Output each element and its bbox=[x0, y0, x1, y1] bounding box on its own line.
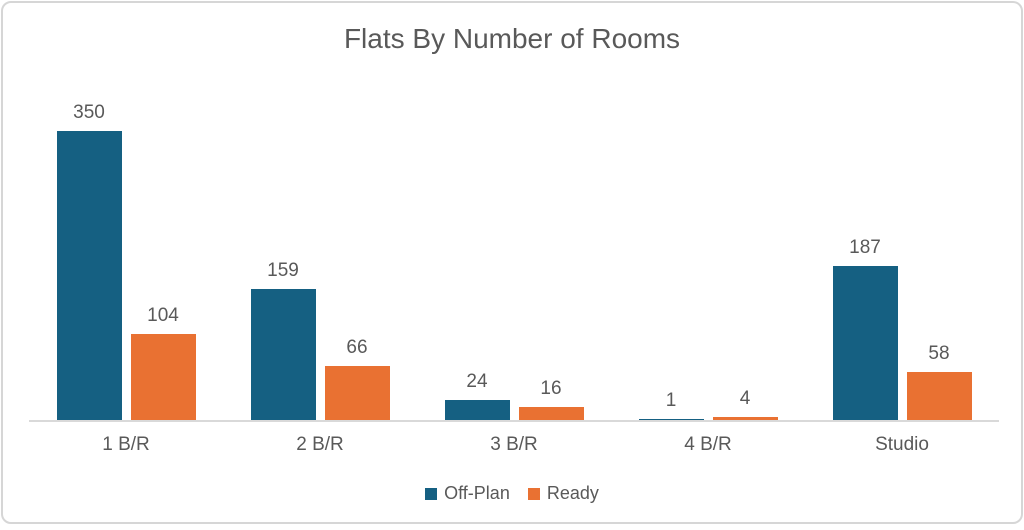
data-label: 24 bbox=[466, 371, 488, 393]
bar-ready bbox=[518, 407, 584, 420]
category-axis: 1 B/R 2 B/R 3 B/R 4 B/R Studio bbox=[29, 434, 999, 456]
data-label: 16 bbox=[540, 378, 562, 400]
bar-cell: 104 bbox=[130, 305, 196, 420]
bar-cell: 1 bbox=[638, 390, 704, 420]
x-axis-line bbox=[29, 420, 999, 422]
bar-group: 159 66 bbox=[223, 71, 417, 420]
bar-group: 187 58 bbox=[805, 71, 999, 420]
bar-off-plan bbox=[56, 131, 122, 420]
bar-ready bbox=[712, 417, 778, 420]
chart-title: Flats By Number of Rooms bbox=[343, 23, 681, 54]
category-label-2br: 2 B/R bbox=[296, 434, 344, 455]
bar-ready bbox=[130, 334, 196, 420]
bar-ready bbox=[324, 366, 390, 420]
bar-ready bbox=[906, 372, 972, 420]
bar-group: 24 16 bbox=[417, 71, 611, 420]
bar-cell: 159 bbox=[250, 260, 316, 420]
bar-cell: 4 bbox=[712, 388, 778, 420]
bar-cell: 16 bbox=[518, 378, 584, 420]
bar-off-plan bbox=[638, 419, 704, 420]
data-label: 187 bbox=[849, 237, 881, 259]
data-label: 1 bbox=[665, 390, 677, 412]
bar-group: 350 104 bbox=[29, 71, 223, 420]
legend-item-ready: Ready bbox=[527, 483, 599, 504]
legend-swatch-off-plan bbox=[425, 487, 438, 500]
bar-off-plan bbox=[250, 289, 316, 420]
category-label-4br: 4 B/R bbox=[684, 434, 732, 455]
legend-label-ready: Ready bbox=[546, 483, 599, 503]
plot-area: 350 104 159 66 24 16 1 4 187 58 bbox=[29, 71, 999, 420]
category-label-studio: Studio bbox=[875, 434, 929, 455]
legend-swatch-ready bbox=[527, 487, 540, 500]
data-label: 104 bbox=[147, 305, 179, 327]
data-label: 350 bbox=[73, 102, 105, 124]
legend: Off-Plan Ready bbox=[3, 483, 1021, 504]
legend-label-off-plan: Off-Plan bbox=[444, 483, 510, 503]
bar-cell: 24 bbox=[444, 371, 510, 420]
category-label-1br: 1 B/R bbox=[102, 434, 150, 455]
data-label: 159 bbox=[267, 260, 299, 282]
bar-off-plan bbox=[444, 400, 510, 420]
data-label: 4 bbox=[739, 388, 751, 410]
data-label: 58 bbox=[928, 343, 950, 365]
legend-item-off-plan: Off-Plan bbox=[425, 483, 510, 504]
bar-cell: 58 bbox=[906, 343, 972, 420]
bar-off-plan bbox=[832, 266, 898, 420]
bar-cell: 66 bbox=[324, 337, 390, 420]
data-label: 66 bbox=[346, 337, 368, 359]
bar-cell: 187 bbox=[832, 237, 898, 420]
category-label-3br: 3 B/R bbox=[490, 434, 538, 455]
bar-cell: 350 bbox=[56, 102, 122, 420]
